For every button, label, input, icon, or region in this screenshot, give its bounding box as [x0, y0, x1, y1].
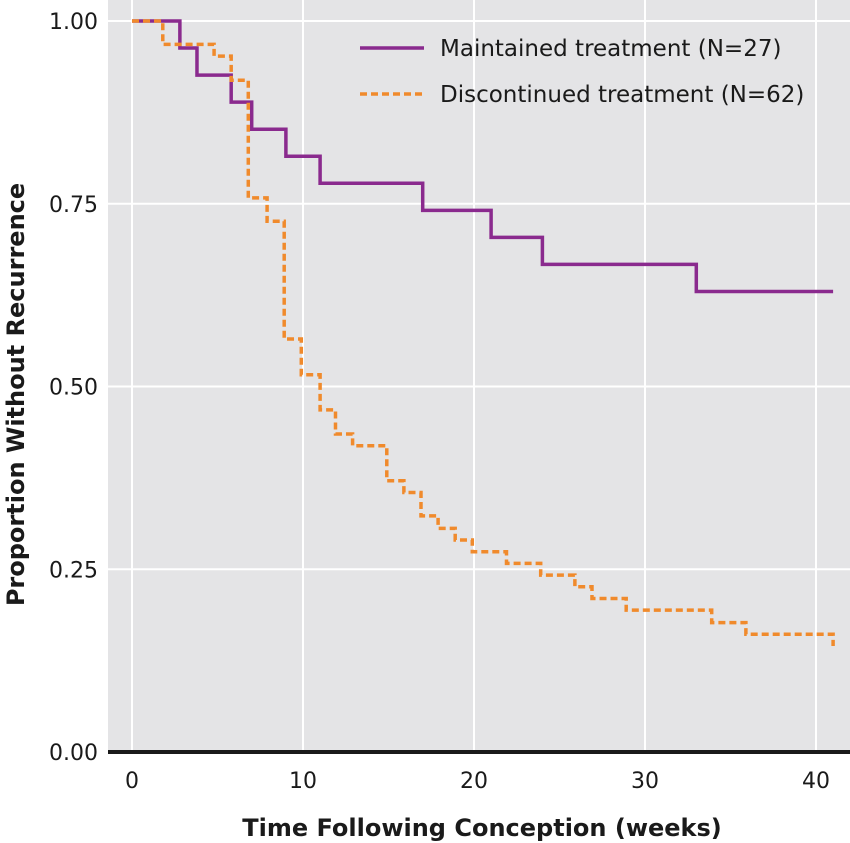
y-tick-label: 0.25: [49, 558, 98, 583]
legend: Maintained treatment (N=27) Discontinued…: [360, 36, 804, 108]
x-tick-label: 10: [289, 769, 317, 794]
legend-label-maintained: Maintained treatment (N=27): [440, 36, 781, 62]
x-tick-label: 0: [125, 769, 139, 794]
x-tick-label: 40: [802, 769, 830, 794]
grid-lines: [108, 0, 850, 752]
tick-labels: 0 10 20 30 40 0.00 0.25 0.50 0.75 1.00: [49, 10, 830, 794]
y-tick-label: 1.00: [49, 10, 98, 35]
legend-label-discontinued: Discontinued treatment (N=62): [440, 82, 804, 108]
x-tick-label: 20: [460, 769, 488, 794]
x-tick-label: 30: [631, 769, 659, 794]
series-line-1: [132, 19, 835, 647]
y-axis-title: Proportion Without Recurrence: [2, 183, 30, 606]
plot-background: [108, 0, 850, 752]
y-tick-label: 0.00: [49, 741, 98, 766]
series-line-0: [132, 19, 834, 294]
series-lines: [132, 19, 835, 647]
y-tick-label: 0.50: [49, 376, 98, 401]
x-axis-title: Time Following Conception (weeks): [242, 814, 722, 842]
y-tick-label: 0.75: [49, 193, 98, 218]
